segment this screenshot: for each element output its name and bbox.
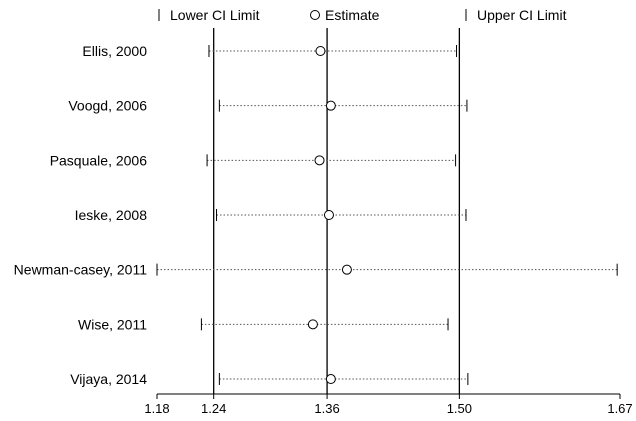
x-axis: 1.18 1.24 1.36 1.50 1.67: [144, 393, 633, 416]
x-tick-label: 1.67: [607, 401, 632, 416]
study-label: Wise, 2011: [78, 316, 147, 332]
study-row: Newman-casey, 2011: [14, 262, 618, 278]
legend-upper-label: Upper CI Limit: [477, 7, 567, 23]
study-row: Voogd, 2006: [68, 98, 468, 114]
study-row: Pasquale, 2006: [50, 152, 457, 168]
x-tick-label: 1.36: [314, 401, 339, 416]
legend-lower-label: Lower CI Limit: [170, 7, 260, 23]
study-rows: Ellis, 2000 Voogd, 2006 Pasquale, 2006 Iesk…: [14, 43, 618, 387]
study-row: Ieske, 2008: [75, 207, 467, 223]
x-tick-label: 1.50: [447, 401, 472, 416]
x-tick-label: 1.18: [144, 401, 169, 416]
estimate-marker: [325, 100, 336, 111]
x-tick-label: 1.24: [201, 401, 226, 416]
study-row: Wise, 2011: [78, 316, 449, 332]
estimate-marker: [307, 319, 318, 330]
study-row: Vijaya, 2014: [70, 371, 469, 387]
study-label: Vijaya, 2014: [70, 371, 147, 387]
study-label: Pasquale, 2006: [50, 152, 148, 168]
estimate-marker: [341, 264, 352, 275]
estimate-marker: [323, 210, 334, 221]
estimate-marker: [325, 374, 336, 385]
legend-estimate-label: Estimate: [325, 7, 380, 23]
study-label: Ellis, 2000: [82, 43, 147, 59]
study-label: Ieske, 2008: [75, 207, 148, 223]
legend: Lower CI Limit Estimate Upper CI Limit: [158, 7, 567, 23]
study-label: Newman-casey, 2011: [14, 262, 148, 278]
estimate-marker: [315, 46, 326, 56]
reference-lines: [213, 28, 461, 394]
study-row: Ellis, 2000: [82, 43, 458, 59]
estimate-marker: [314, 155, 325, 166]
legend-estimate-marker: [310, 10, 320, 20]
study-label: Voogd, 2006: [68, 98, 147, 114]
